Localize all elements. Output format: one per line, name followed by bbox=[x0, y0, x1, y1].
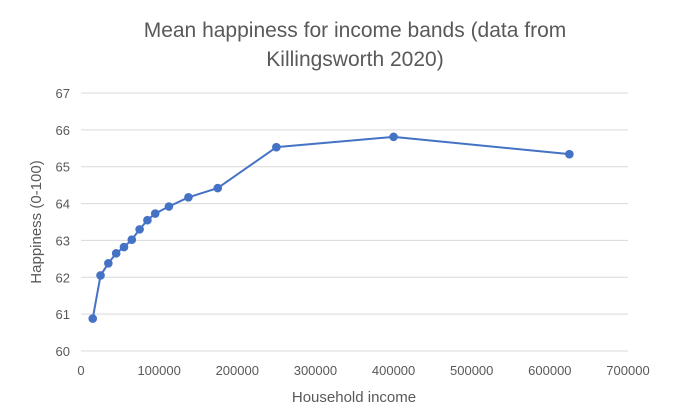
y-tick-label: 64 bbox=[56, 197, 70, 212]
series-line-0 bbox=[91, 135, 570, 319]
gridlines bbox=[81, 92, 628, 352]
data-point bbox=[119, 242, 129, 252]
x-tick-label: 200000 bbox=[216, 363, 259, 378]
x-tick-label: 0 bbox=[77, 363, 84, 378]
x-tick-label: 600000 bbox=[528, 363, 571, 378]
y-tick-label: 61 bbox=[56, 307, 70, 322]
data-points bbox=[88, 132, 574, 323]
chart-title-line-2: Killingsworth 2020) bbox=[266, 48, 444, 71]
y-axis-label: Happiness (0-100) bbox=[28, 160, 45, 283]
data-point bbox=[184, 193, 193, 202]
data-point bbox=[135, 225, 144, 234]
x-axis-label: Household income bbox=[292, 389, 416, 406]
y-tick-label: 67 bbox=[56, 86, 70, 101]
x-tick-label: 500000 bbox=[450, 363, 493, 378]
x-tick-label: 100000 bbox=[137, 363, 180, 378]
x-tick-label: 700000 bbox=[606, 363, 649, 378]
data-point bbox=[143, 215, 152, 225]
data-point bbox=[150, 209, 160, 218]
y-tick-label: 63 bbox=[56, 233, 70, 248]
data-point bbox=[213, 183, 223, 193]
data-point bbox=[164, 202, 174, 211]
data-point bbox=[88, 314, 98, 323]
data-point bbox=[127, 235, 137, 244]
x-tick-label: 400000 bbox=[372, 363, 415, 378]
chart-title-line-1: Mean happiness for income bands (data fr… bbox=[143, 19, 567, 42]
data-point bbox=[272, 142, 281, 152]
x-tick-label: 300000 bbox=[294, 363, 337, 378]
series-line bbox=[91, 135, 570, 319]
y-tick-label: 66 bbox=[56, 123, 70, 138]
y-tick-label: 62 bbox=[56, 270, 70, 285]
data-point bbox=[111, 249, 121, 258]
data-point bbox=[104, 258, 113, 268]
data-point bbox=[389, 132, 398, 142]
data-point bbox=[96, 271, 105, 280]
data-point bbox=[565, 149, 574, 159]
y-tick-label: 60 bbox=[56, 344, 70, 359]
tick-labels: 60 61 62 63 64 65 66 67 0 100000 200000 300000 40000… bbox=[56, 86, 650, 378]
y-tick-label: 65 bbox=[56, 160, 70, 175]
